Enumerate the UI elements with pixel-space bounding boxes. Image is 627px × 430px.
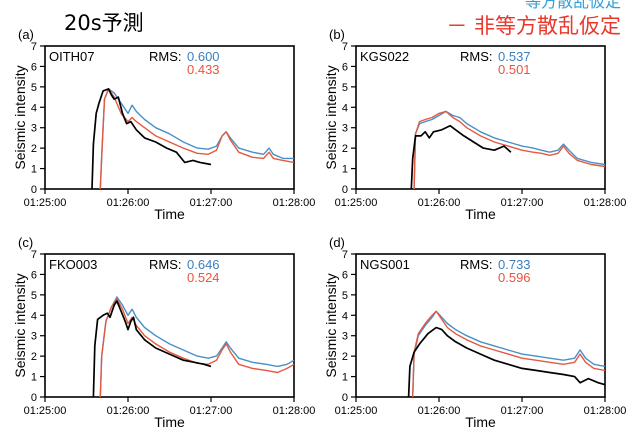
rms-isotropic-value: 0.600 [187,49,220,64]
y-tick-label: 3 [342,331,348,343]
observed-line [410,124,512,190]
isotropic-model-line [413,110,606,190]
rms-label: RMS: [149,49,182,64]
y-tick-label: 6 [342,269,348,281]
y-tick-label: 1 [342,164,348,176]
anisotropic-model-line [412,310,606,398]
anisotropic-model-line [99,298,295,398]
rms-isotropic-value: 0.537 [498,49,531,64]
panel-label-b: (b) [329,27,345,42]
y-tick-label: 0 [342,184,348,196]
rms-isotropic-value: 0.646 [187,257,220,272]
x-tick-label: 01:26:00 [107,197,150,209]
y-tick-label: 6 [31,61,37,73]
station-name: KGS022 [360,49,409,64]
y-tick-label: 2 [342,143,348,155]
x-tick-label: 01:27:00 [190,197,233,209]
station-name: FKO003 [49,257,97,272]
y-axis-label: Seismic intensity [323,65,339,169]
x-tick-label: 01:26:00 [418,405,461,417]
x-axis-label: Time [465,206,496,222]
y-tick-label: 5 [31,82,37,94]
x-axis-label: Time [154,414,185,430]
figure-title: 20s予測 [64,11,144,35]
rms-anisotropic-value: 0.433 [187,62,220,77]
y-tick-label: 5 [31,290,37,302]
y-tick-label: 3 [31,123,37,135]
y-tick-label: 6 [31,269,37,281]
x-tick-label: 01:27:00 [501,197,544,209]
rms-label: RMS: [149,257,182,272]
plot-frame-c [44,253,295,398]
station-name: OITH07 [49,49,95,64]
y-tick-label: 0 [342,392,348,404]
y-tick-label: 7 [342,249,348,261]
rms-anisotropic-value: 0.501 [498,62,531,77]
legend-anisotropic-label: － 非等方散乱仮定 [446,14,621,38]
y-tick-label: 4 [342,102,348,114]
y-tick-label: 4 [31,102,37,114]
x-tick-label: 01:25:00 [335,405,378,417]
y-tick-label: 5 [342,82,348,94]
y-tick-label: 2 [31,143,37,155]
y-axis-label: Seismic intensity [323,273,339,377]
y-axis-label: Seismic intensity [12,65,28,169]
legend-isotropic-label: 等方散乱仮定 [524,0,621,11]
y-tick-label: 3 [31,331,37,343]
plot-frame-d [355,253,606,398]
y-tick-label: 2 [31,351,37,363]
y-tick-label: 4 [31,310,37,322]
x-tick-label: 01:27:00 [190,405,233,417]
y-tick-label: 7 [31,249,37,261]
observed-line [407,326,606,398]
x-tick-label: 01:25:00 [24,197,67,209]
y-tick-label: 1 [342,372,348,384]
y-tick-label: 2 [342,351,348,363]
y-tick-label: 1 [31,372,37,384]
rms-anisotropic-value: 0.596 [498,270,531,285]
x-tick-label: 01:28:00 [584,405,627,417]
y-tick-label: 0 [31,392,37,404]
y-tick-label: 4 [342,310,348,322]
x-axis-label: Time [465,414,496,430]
observed-line [92,300,212,398]
x-tick-label: 01:26:00 [107,405,150,417]
x-tick-label: 01:26:00 [418,197,461,209]
y-tick-label: 3 [342,123,348,135]
y-tick-label: 5 [342,290,348,302]
anisotropic-model-line [99,88,295,190]
plot-frame-b [355,45,606,190]
x-tick-label: 01:25:00 [335,197,378,209]
panel-label-a: (a) [18,27,34,42]
y-axis-label: Seismic intensity [12,273,28,377]
rms-isotropic-value: 0.733 [498,257,531,272]
y-tick-label: 7 [31,41,37,53]
x-tick-label: 01:28:00 [584,197,627,209]
isotropic-model-line [412,310,606,398]
x-tick-label: 01:25:00 [24,405,67,417]
observed-line [91,88,212,190]
rms-label: RMS: [460,49,493,64]
rms-label: RMS: [460,257,493,272]
isotropic-model-line [99,296,295,398]
y-tick-label: 7 [342,41,348,53]
station-name: NGS001 [360,257,410,272]
rms-anisotropic-value: 0.524 [187,270,220,285]
panel-label-c: (c) [18,235,33,250]
y-tick-label: 6 [342,61,348,73]
x-tick-label: 01:28:00 [273,405,316,417]
y-tick-label: 0 [31,184,37,196]
isotropic-model-line [99,88,294,190]
plot-frame-a [44,45,295,190]
x-tick-label: 01:27:00 [501,405,544,417]
panel-label-d: (d) [329,235,345,250]
x-axis-label: Time [154,206,185,222]
y-tick-label: 1 [31,164,37,176]
x-tick-label: 01:28:00 [273,197,316,209]
anisotropic-model-line [413,110,606,190]
